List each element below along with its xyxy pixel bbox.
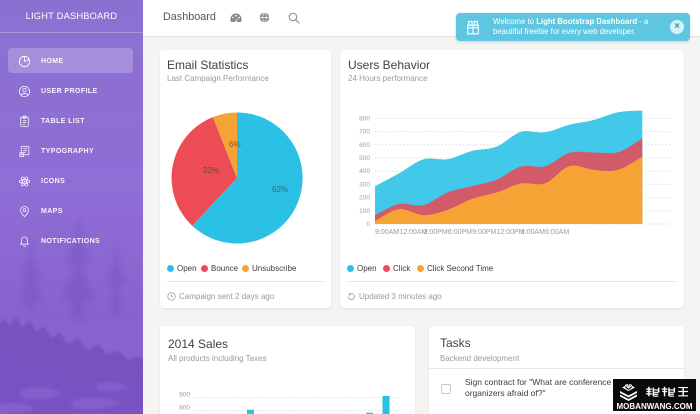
svg-text:9:00AM: 9:00AM [375, 229, 399, 236]
svg-text:32%: 32% [203, 166, 219, 175]
svg-text:200: 200 [359, 195, 370, 202]
svg-text:12:00AM: 12:00AM [399, 229, 427, 236]
svg-text:6:00AM: 6:00AM [545, 229, 569, 236]
svg-text:100: 100 [359, 208, 370, 215]
svg-text:800: 800 [359, 115, 370, 122]
svg-text:700: 700 [359, 129, 370, 136]
svg-text:9:00PM: 9:00PM [472, 229, 496, 236]
svg-text:6%: 6% [229, 140, 241, 149]
svg-text:800: 800 [179, 405, 190, 412]
svg-text:400: 400 [359, 168, 370, 175]
svg-text:6:00PM: 6:00PM [448, 229, 472, 236]
svg-text:0: 0 [366, 221, 370, 228]
svg-text:300: 300 [359, 181, 370, 188]
svg-text:3:00AM: 3:00AM [521, 229, 545, 236]
svg-text:600: 600 [359, 142, 370, 149]
svg-text:900: 900 [179, 392, 190, 399]
svg-text:62%: 62% [272, 185, 288, 194]
svg-text:12:00PM: 12:00PM [497, 229, 525, 236]
svg-text:500: 500 [359, 155, 370, 162]
svg-text:3:00PM: 3:00PM [424, 229, 448, 236]
